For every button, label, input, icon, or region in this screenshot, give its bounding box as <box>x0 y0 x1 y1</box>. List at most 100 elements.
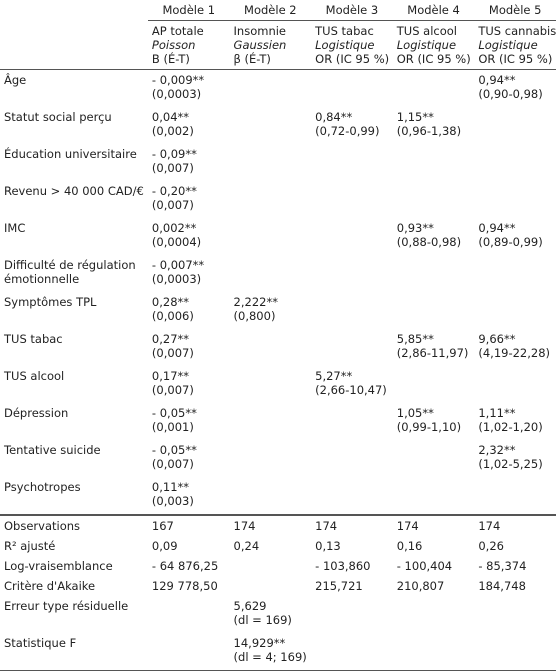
estimate: 0,11** <box>151 480 190 494</box>
label-text: R² ajusté <box>4 539 56 553</box>
value-cell: 0,24 <box>230 536 312 556</box>
interval: (0,001) <box>151 420 194 434</box>
label-text: Âge <box>4 73 27 87</box>
estimate: 0,16 <box>396 539 423 553</box>
value-cell: 9,66** (4,19-22,28) <box>474 329 556 366</box>
estimate: - 0,007** <box>151 258 205 272</box>
label-text: Tentative suicide <box>4 443 101 457</box>
value-cell: 0,27** (0,007) <box>148 329 230 366</box>
estimate: 174 <box>478 519 501 533</box>
statistic: β (É-T) <box>233 52 271 66</box>
value-cell <box>311 292 393 329</box>
value-cell: 5,629 (dl = 169) <box>230 596 312 633</box>
label-text: Revenu > 40 000 CAD/€ <box>4 184 144 198</box>
outcome: TUS alcool <box>396 24 457 38</box>
value-cell: 0,93** (0,88-0,98) <box>393 218 475 255</box>
interval: (4,19-22,28) <box>478 346 551 360</box>
estimate: - 0,05** <box>151 443 197 457</box>
value-cell: - 100,404 <box>393 556 475 576</box>
interval: (dl = 169) <box>233 613 292 627</box>
value-cell <box>474 255 556 292</box>
row-label: Éducation universitaire <box>0 144 148 181</box>
label-text: Statut social perçu <box>4 110 112 124</box>
estimate: - 0,05** <box>151 406 197 420</box>
models-row: Modèle 1 Modèle 2 Modèle 3 Modèle 4 Modèle 5 <box>0 0 556 21</box>
value-cell: - 64 876,25 <box>148 556 230 576</box>
value-cell: 2,222** (0,800) <box>230 292 312 329</box>
row-label: Symptômes TPL <box>0 292 148 329</box>
value-cell: 5,85** (2,86-11,97) <box>393 329 475 366</box>
value-cell <box>393 292 475 329</box>
outcome: Insomnie <box>233 24 286 38</box>
table-row: TUS tabac 0,27** (0,007) 5,85** (2,86-11,97)… <box>0 329 556 366</box>
statistic: OR (IC 95 %) <box>396 52 471 66</box>
interval: (0,800) <box>233 309 276 323</box>
value-cell: - 0,20** (0,007) <box>148 181 230 218</box>
row-label: Dépression <box>0 403 148 440</box>
value-cell: 174 <box>474 515 556 536</box>
value-cell <box>311 596 393 633</box>
estimate: 0,24 <box>233 539 260 553</box>
value-cell: - 0,05** (0,007) <box>148 440 230 477</box>
value-cell <box>230 255 312 292</box>
interval: (0,88-0,98) <box>396 235 462 249</box>
row-label: TUS alcool <box>0 366 148 403</box>
estimate: 0,26 <box>478 539 504 553</box>
table-row: Erreur type résiduelle 5,629 (dl = 169) <box>0 596 556 633</box>
table-row: Symptômes TPL 0,28** (0,006) 2,222** (0,800) <box>0 292 556 329</box>
row-label: Critère d'Akaike <box>0 576 148 596</box>
row-label: TUS tabac <box>0 329 148 366</box>
value-cell: - 0,05** (0,001) <box>148 403 230 440</box>
value-cell: 0,84** (0,72-0,99) <box>311 107 393 144</box>
row-label: IMC <box>0 218 148 255</box>
row-label: Tentative suicide <box>0 440 148 477</box>
value-cell: - 0,09** (0,007) <box>148 144 230 181</box>
interval: (0,96-1,38) <box>396 124 462 138</box>
value-cell <box>230 181 312 218</box>
label-text: Psychotropes <box>4 480 81 494</box>
value-cell <box>393 181 475 218</box>
interval: (0,0004) <box>151 235 202 249</box>
interval: (0,007) <box>151 383 194 397</box>
value-cell <box>311 181 393 218</box>
row-label: R² ajusté <box>0 536 148 556</box>
interval: (0,89-0,99) <box>478 235 543 249</box>
value-cell: 0,16 <box>393 536 475 556</box>
value-cell <box>474 292 556 329</box>
label-text: Erreur type résiduelle <box>4 599 129 613</box>
value-cell <box>148 596 230 633</box>
info-row: AP totale Poisson B (É-T) Insomnie Gaussien β… <box>0 20 556 70</box>
row-label: Statut social perçu <box>0 107 148 144</box>
value-cell <box>230 144 312 181</box>
value-cell <box>311 329 393 366</box>
value-cell: 1,11** (1,02-1,20) <box>474 403 556 440</box>
estimate: 1,15** <box>396 110 434 124</box>
value-cell: 184,748 <box>474 576 556 596</box>
table-row: Statut social perçu 0,04** (0,002) 0,84** (0… <box>0 107 556 144</box>
value-cell: 1,05** (0,99-1,10) <box>393 403 475 440</box>
value-cell: 167 <box>148 515 230 536</box>
value-cell <box>393 70 475 108</box>
value-cell: - 85,374 <box>474 556 556 576</box>
value-cell: 0,94** (0,90-0,98) <box>474 70 556 108</box>
value-cell: 0,28** (0,006) <box>148 292 230 329</box>
row-label: Statistique F <box>0 633 148 671</box>
interval: (0,007) <box>151 198 194 212</box>
model-info: TUS cannabis Logistique OR (IC 95 %) <box>474 20 556 70</box>
value-cell: 0,13 <box>311 536 393 556</box>
estimate: 167 <box>151 519 174 533</box>
estimate: - 64 876,25 <box>151 559 219 573</box>
value-cell <box>474 144 556 181</box>
table-row: Observations 167 174 174 174 174 <box>0 515 556 536</box>
method: Poisson <box>151 38 196 52</box>
row-label: Psychotropes <box>0 477 148 516</box>
table-row: Log-vraisemblance - 64 876,25 - 103,860 - 1… <box>0 556 556 576</box>
row-label: Log-vraisemblance <box>0 556 148 576</box>
model-header: Modèle 3 <box>311 0 393 21</box>
interval: (1,02-1,20) <box>478 420 543 434</box>
value-cell: 174 <box>230 515 312 536</box>
value-cell <box>311 440 393 477</box>
table-row: R² ajusté 0,09 0,24 0,13 0,16 0,26 <box>0 536 556 556</box>
estimate: 184,748 <box>478 579 526 593</box>
row-label: Difficulté de régulation émotionnelle <box>0 255 148 292</box>
